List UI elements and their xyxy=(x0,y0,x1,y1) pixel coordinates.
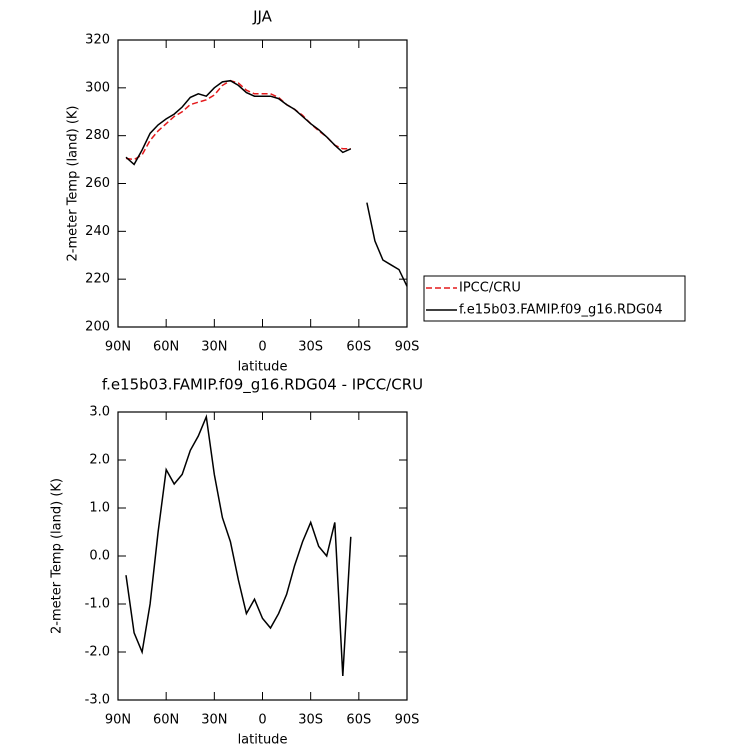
y-tick-label: 200 xyxy=(85,320,110,335)
chart-title: JJA xyxy=(252,8,273,26)
legend: IPCC/CRU f.e15b03.FAMIP.f09_g16.RDG04 xyxy=(423,275,686,322)
x-tick-label: 60N xyxy=(153,713,179,728)
x-tick-label: 0 xyxy=(258,713,266,728)
data-line xyxy=(125,79,351,161)
y-tick-label: 260 xyxy=(85,176,110,191)
plot-frame xyxy=(117,39,408,328)
y-tick-label: 2.0 xyxy=(89,453,110,468)
chart-title: f.e15b03.FAMIP.f09_g16.RDG04 - IPCC/CRU xyxy=(102,376,423,395)
x-tick-label: 90S xyxy=(395,713,420,728)
y-tick-label: -3.0 xyxy=(85,693,110,708)
x-tick-label: 90N xyxy=(105,340,131,355)
x-axis-label: latitude xyxy=(238,733,288,748)
legend-label: f.e15b03.FAMIP.f09_g16.RDG04 xyxy=(459,303,663,318)
data-line xyxy=(125,413,352,677)
y-tick-label: -2.0 xyxy=(85,645,110,660)
x-tick-label: 60N xyxy=(153,340,179,355)
y-tick-label: 320 xyxy=(85,33,110,48)
y-tick-label: 3.0 xyxy=(89,405,110,420)
y-tick-label: 300 xyxy=(85,80,110,95)
legend-box xyxy=(423,275,686,322)
y-tick-label: 1.0 xyxy=(89,501,110,516)
y-tick-label: 0.0 xyxy=(89,549,110,564)
plot-frame xyxy=(117,411,408,701)
x-tick-label: 60S xyxy=(346,713,371,728)
y-tick-label: 240 xyxy=(85,224,110,239)
x-tick-label: 30N xyxy=(201,713,227,728)
y-axis-label: 2-meter Temp (land) (K) xyxy=(66,106,81,262)
legend-label: IPCC/CRU xyxy=(459,281,521,296)
x-tick-label: 60S xyxy=(346,340,371,355)
data-line xyxy=(366,202,408,287)
x-axis-label: latitude xyxy=(238,360,288,375)
x-tick-label: 90N xyxy=(105,713,131,728)
x-tick-label: 0 xyxy=(258,340,266,355)
data-line xyxy=(125,79,352,166)
chart-panel: JJA 90N 60N 30N 0 30S 60S 90S 200 220 240 260 280 300… xyxy=(66,8,686,375)
x-tick-label: 90S xyxy=(395,340,420,355)
y-axis-label: 2-meter Temp (land) (K) xyxy=(50,478,65,634)
x-tick-label: 30N xyxy=(201,340,227,355)
y-tick-label: -1.0 xyxy=(85,597,110,612)
x-tick-label: 30S xyxy=(298,713,323,728)
y-tick-label: 220 xyxy=(85,272,110,287)
chart-panel: f.e15b03.FAMIP.f09_g16.RDG04 - IPCC/CRU 9… xyxy=(50,376,424,748)
y-tick-label: 280 xyxy=(85,128,110,143)
x-tick-label: 30S xyxy=(298,340,323,355)
